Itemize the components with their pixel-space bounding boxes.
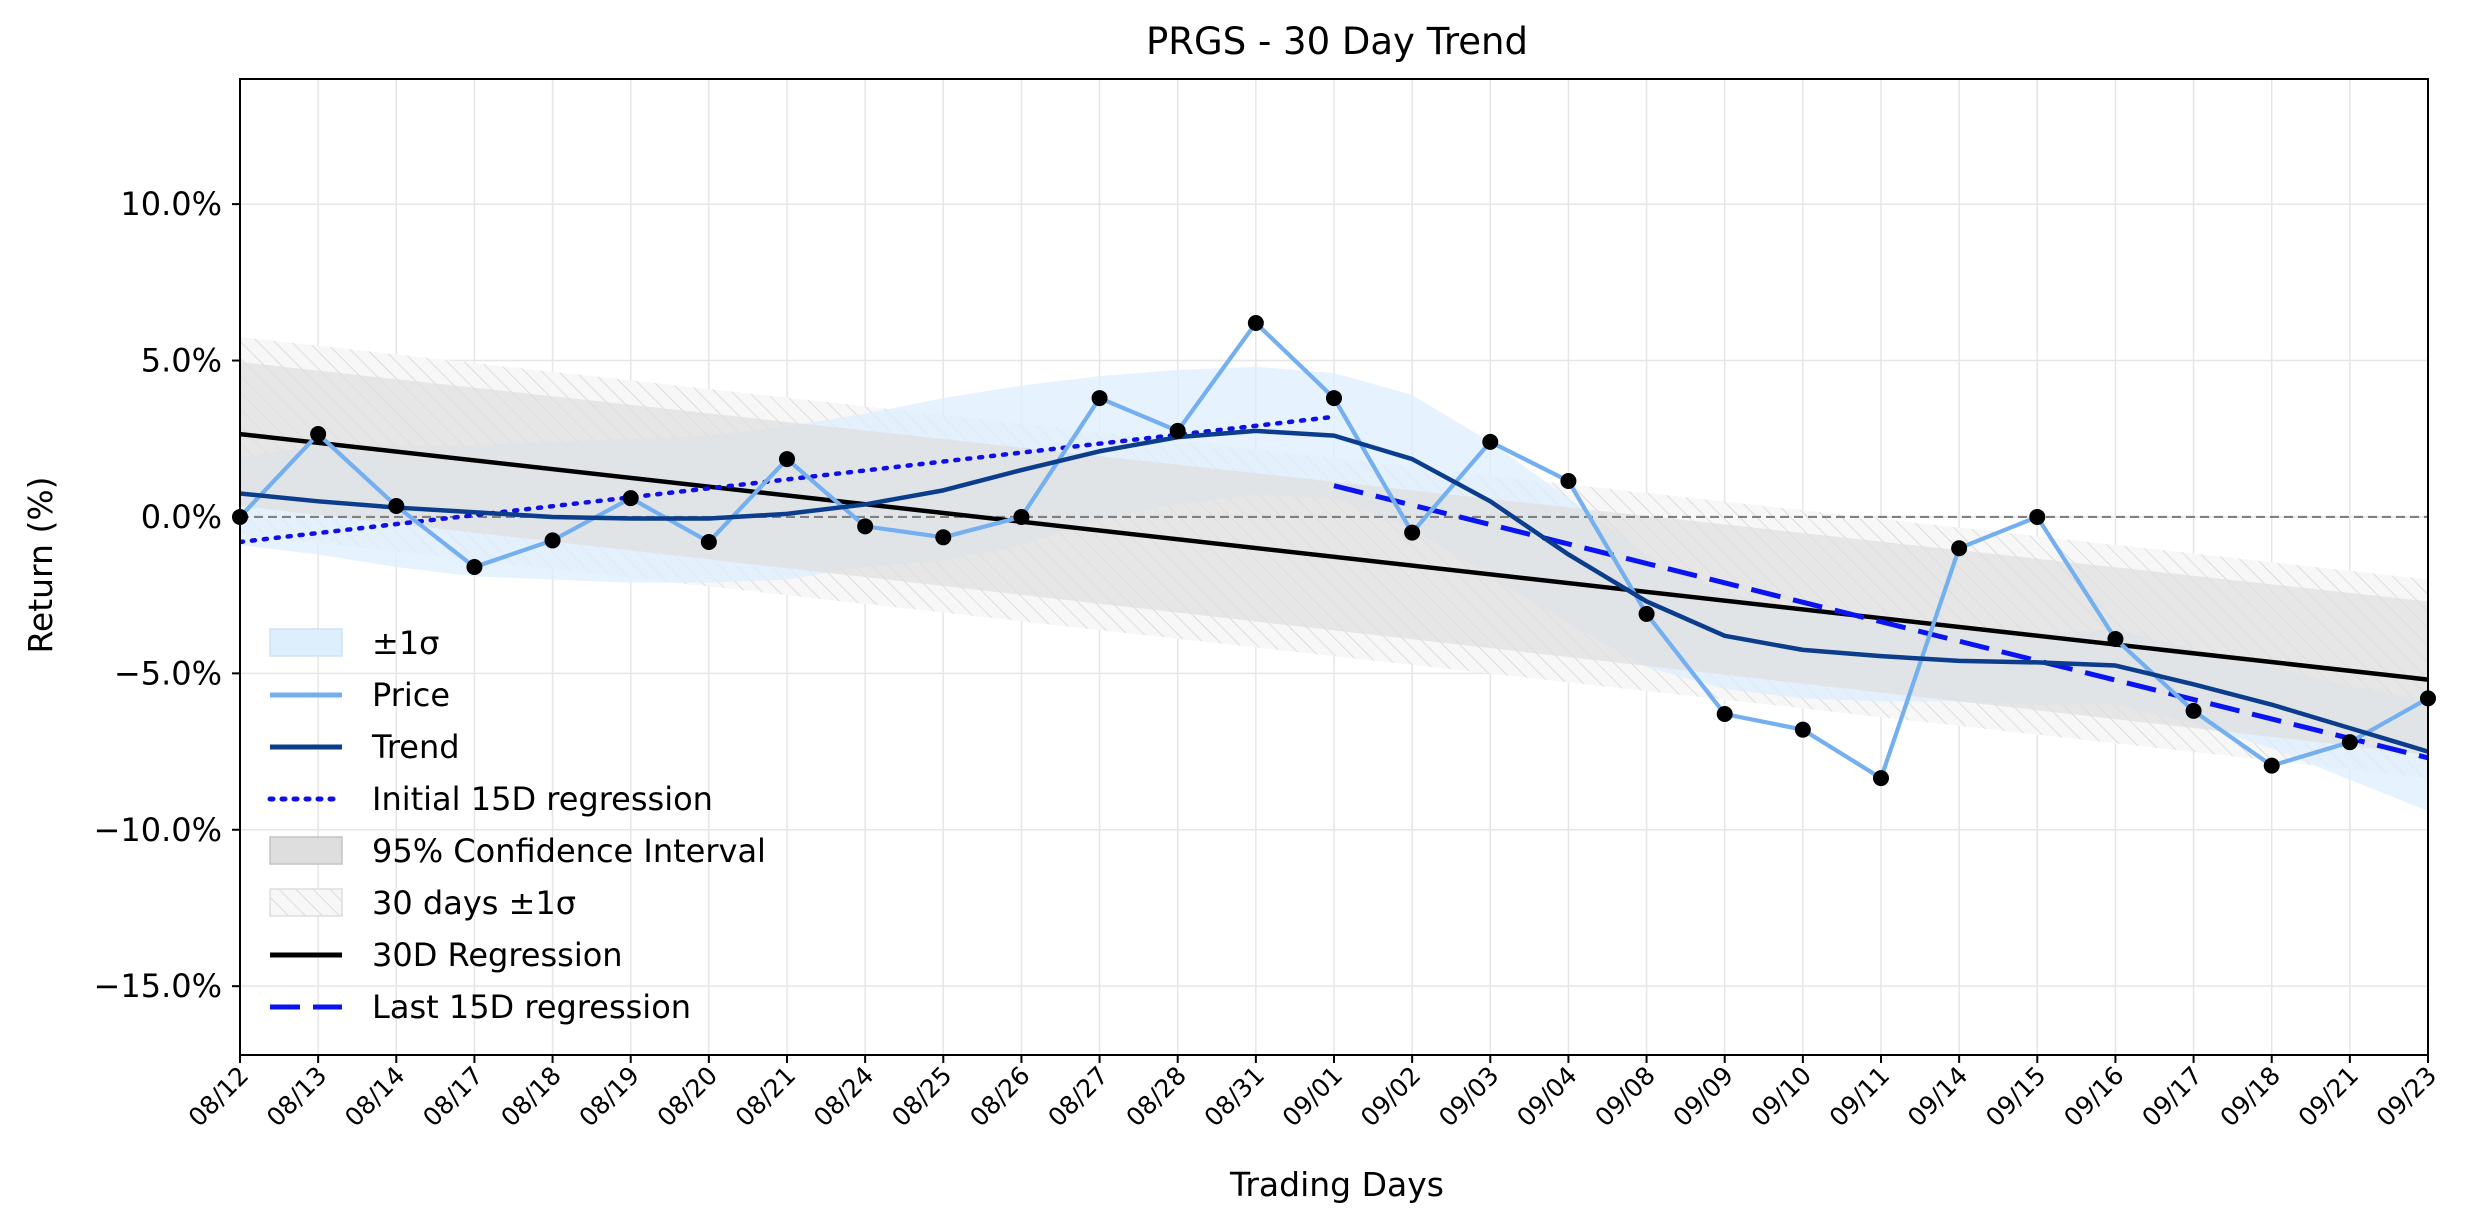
legend-label: 30 days ±1σ	[372, 884, 576, 922]
price-point	[388, 498, 405, 514]
chart-title: PRGS - 30 Day Trend	[1146, 20, 1528, 63]
price-point	[1247, 315, 1264, 331]
x-tick-label: 08/24	[808, 1061, 879, 1132]
x-tick-label: 09/10	[1746, 1061, 1817, 1132]
price-point	[1482, 433, 1499, 450]
legend-label: 30D Regression	[372, 936, 623, 974]
x-tick-label: 08/25	[886, 1061, 957, 1132]
price-point	[1404, 524, 1421, 541]
legend-item: Initial 15D regression	[267, 780, 713, 818]
x-tick-label: 08/13	[261, 1061, 332, 1132]
x-tick-label: 08/26	[964, 1061, 1035, 1132]
price-point	[1951, 540, 1968, 557]
price-point	[544, 532, 561, 549]
y-tick-label: 10.0%	[120, 185, 222, 223]
price-point	[1638, 605, 1655, 622]
y-axis-label: Return (%)	[21, 476, 60, 653]
legend-swatch	[269, 628, 343, 657]
price-point	[1013, 508, 1030, 525]
y-tick-label: 5.0%	[141, 342, 222, 380]
price-point	[2263, 757, 2280, 774]
price-point	[857, 518, 874, 535]
price-point	[2029, 508, 2046, 525]
legend-item: Price	[270, 676, 450, 714]
legend-label: Last 15D regression	[372, 988, 691, 1026]
x-tick-label: 08/14	[339, 1061, 410, 1132]
x-tick-label: 09/09	[1668, 1061, 1739, 1132]
legend-label: Price	[372, 676, 450, 714]
price-point	[2341, 734, 2358, 751]
x-tick-label: 08/19	[574, 1061, 645, 1132]
legend-item: 30 days ±1σ	[269, 884, 576, 922]
y-tick-label: −15.0%	[94, 967, 222, 1005]
series-line-trend	[240, 428, 2428, 754]
legend-swatch	[269, 836, 343, 865]
price-point	[2185, 702, 2202, 719]
x-tick-label: 09/02	[1355, 1061, 1426, 1132]
legend-item: Last 15D regression	[270, 988, 691, 1026]
price-point	[1326, 390, 1342, 407]
price-point	[1560, 472, 1577, 489]
legend-label: Trend	[371, 728, 460, 766]
legend-swatch	[269, 888, 343, 917]
x-tick-label: 09/15	[1980, 1061, 2051, 1132]
x-tick-label: 08/31	[1199, 1061, 1270, 1132]
price-point	[622, 490, 639, 507]
price-point	[935, 529, 952, 546]
legend-label: 95% Confidence Interval	[372, 832, 766, 870]
x-tick-label: 09/18	[2215, 1061, 2286, 1132]
price-point	[1169, 422, 1186, 439]
legend-label: ±1σ	[372, 624, 439, 662]
legend-item: 95% Confidence Interval	[269, 832, 766, 870]
x-tick-label: 09/17	[2136, 1061, 2207, 1132]
x-tick-label: 09/11	[1824, 1061, 1895, 1132]
x-tick-label: 09/21	[2293, 1061, 2364, 1132]
x-tick-label: 08/17	[417, 1061, 488, 1132]
y-tick-label: 0.0%	[141, 498, 222, 536]
x-tick-label: 08/28	[1121, 1061, 1192, 1132]
price-point	[1091, 390, 1108, 407]
x-tick-label: 08/21	[730, 1061, 801, 1132]
legend-item: ±1σ	[269, 624, 439, 662]
price-point	[1873, 770, 1889, 787]
price-point	[310, 426, 327, 443]
y-tick-label: −5.0%	[114, 654, 222, 692]
x-tick-label: 09/01	[1277, 1061, 1348, 1132]
x-tick-label: 09/14	[1902, 1061, 1973, 1132]
regression-30d-line	[240, 431, 2428, 682]
price-point	[700, 533, 717, 550]
legend-item: 30D Regression	[270, 936, 623, 974]
regression-last-15d-line	[1333, 483, 2428, 761]
x-tick-label: 09/03	[1433, 1061, 1504, 1132]
y-tick-label: −10.0%	[94, 811, 222, 849]
price-point	[466, 559, 483, 575]
x-tick-label: 08/27	[1042, 1061, 1113, 1132]
price-point	[1716, 706, 1733, 723]
x-tick-label: 08/12	[183, 1061, 254, 1132]
x-tick-label: 08/20	[652, 1061, 723, 1132]
price-point	[1794, 721, 1811, 738]
x-axis-label: Trading Days	[1229, 1165, 1444, 1204]
regression-initial-15d-line	[240, 414, 1337, 545]
legend-label: Initial 15D regression	[372, 780, 713, 818]
legend-item: Trend	[270, 728, 460, 766]
x-tick-label: 09/23	[2371, 1061, 2442, 1132]
x-tick-label: 09/04	[1511, 1061, 1582, 1132]
price-point	[779, 451, 795, 468]
x-tick-label: 09/16	[2058, 1061, 2129, 1132]
x-tick-label: 09/08	[1589, 1061, 1660, 1132]
x-tick-label: 08/18	[495, 1061, 566, 1132]
price-point	[2107, 630, 2124, 647]
